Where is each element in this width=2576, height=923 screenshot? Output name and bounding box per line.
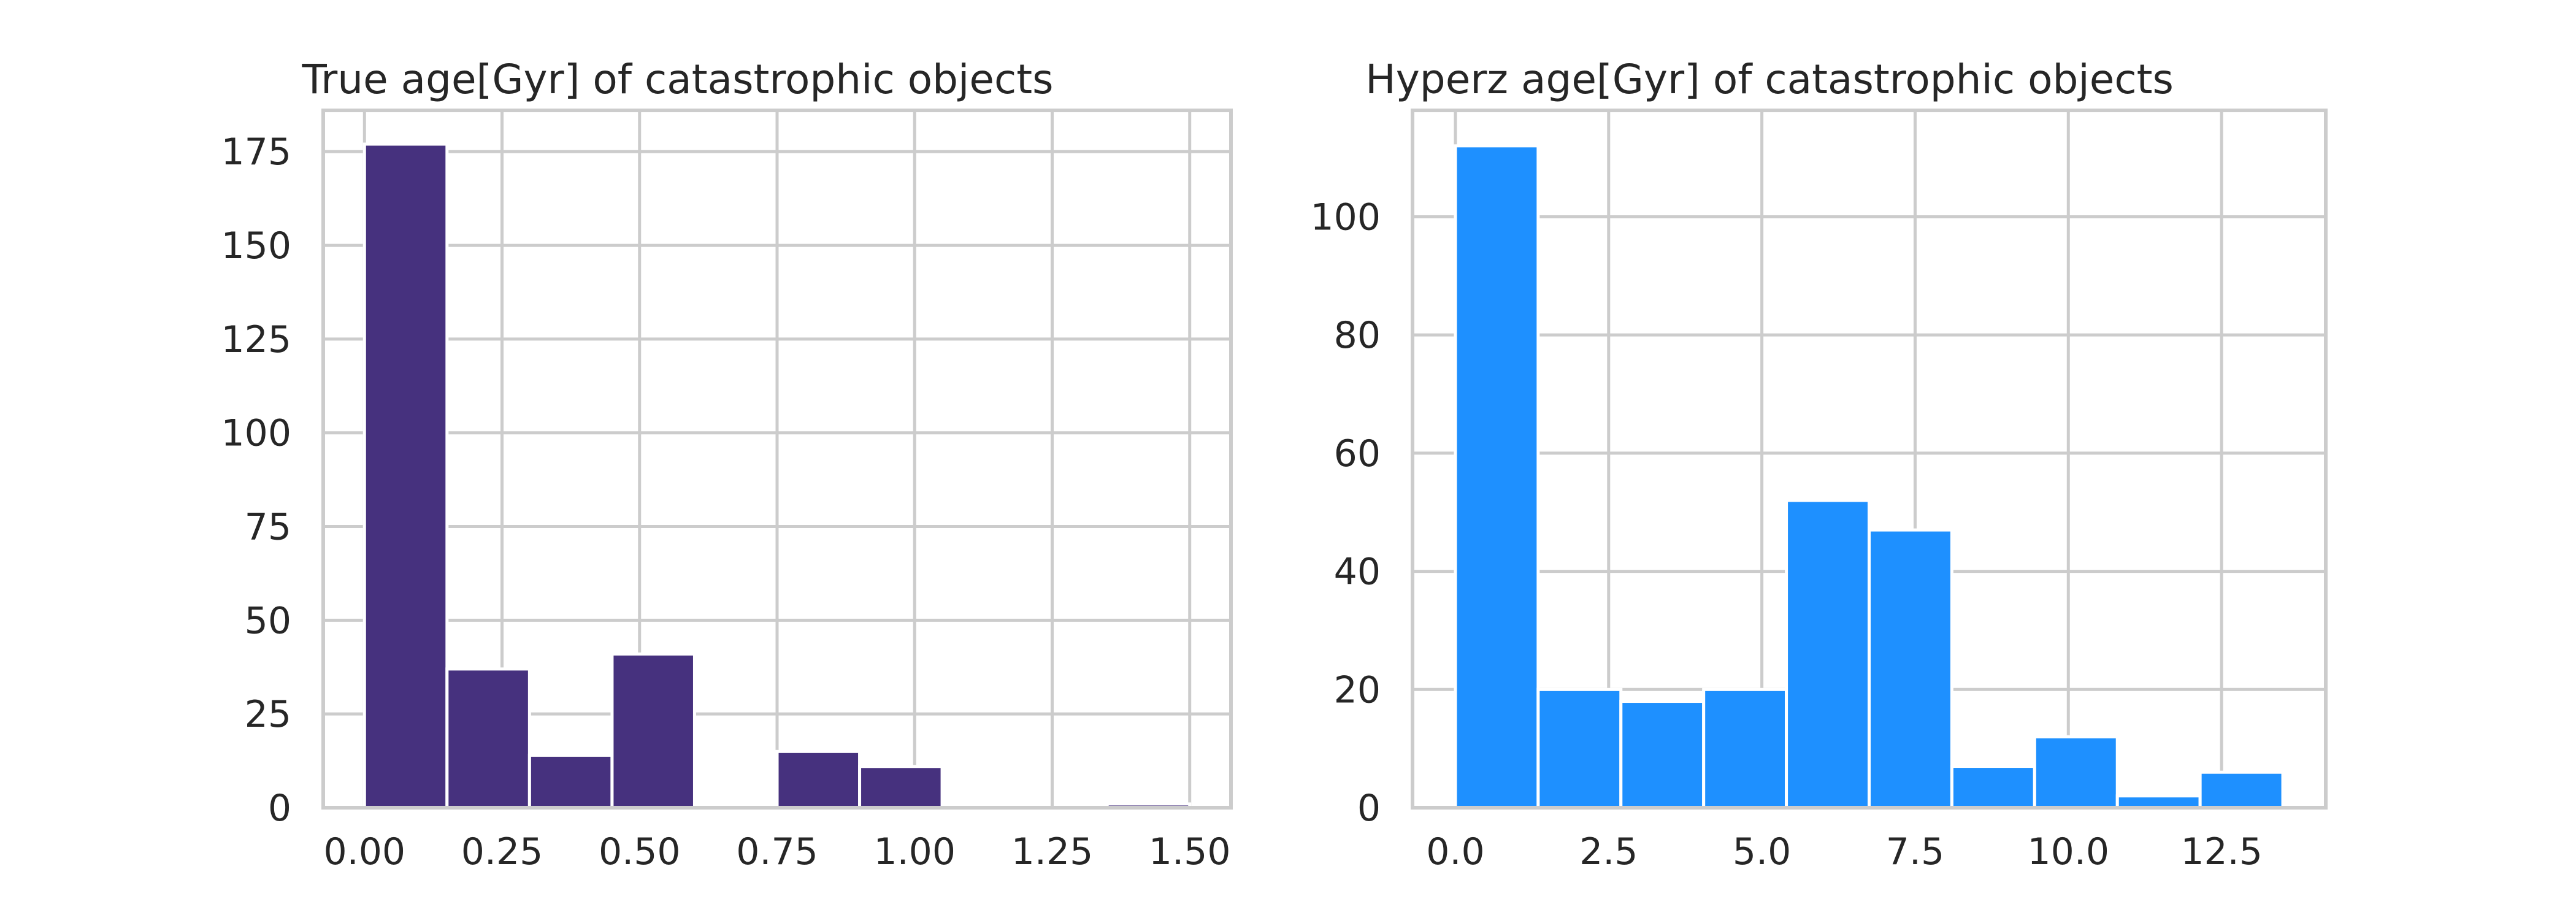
bar-hyperz-age-7 [2033, 735, 2119, 810]
chart-title-hyperz-age: Hyperz age[Gyr] of catastrophic objects [1365, 56, 2174, 103]
bars-hyperz-age [1454, 144, 2285, 810]
y-tick-label-true-age-5: 125 [221, 318, 291, 361]
chart-title-true-age: True age[Gyr] of catastrophic objects [302, 56, 1054, 103]
bars-true-age [362, 142, 1192, 810]
bar-hyperz-age-4 [1785, 499, 1871, 810]
y-tick-label-hyperz-age-5: 100 [1310, 196, 1381, 239]
bar-hyperz-age-5 [1868, 528, 1953, 810]
x-tick-label-hyperz-age-5: 12.5 [2180, 830, 2263, 873]
bar-hyperz-age-3 [1702, 687, 1788, 810]
y-tick-label-hyperz-age-3: 60 [1334, 432, 1381, 475]
y-tick-label-hyperz-age-0: 0 [1357, 787, 1381, 830]
bar-hyperz-age-0 [1454, 144, 1540, 810]
bar-true-age-2 [527, 753, 614, 810]
y-tick-label-true-age-2: 50 [245, 599, 291, 642]
x-tick-label-true-age-4: 1.00 [873, 830, 956, 873]
x-tick-label-true-age-1: 0.25 [461, 830, 543, 873]
y-tick-label-true-age-4: 100 [221, 412, 291, 455]
bar-true-age-1 [445, 667, 531, 810]
y-tick-label-hyperz-age-2: 40 [1334, 551, 1381, 594]
bar-true-age-0 [362, 142, 449, 810]
x-tick-label-hyperz-age-2: 5.0 [1733, 830, 1791, 873]
x-tick-label-hyperz-age-3: 7.5 [1886, 830, 1944, 873]
y-tick-label-true-age-3: 75 [245, 506, 291, 549]
x-tick-label-true-age-0: 0.00 [323, 830, 405, 873]
y-tick-label-true-age-0: 0 [268, 787, 291, 830]
panel-true-age: True age[Gyr] of catastrophic objects 0.… [221, 56, 1233, 873]
bar-true-age-6 [858, 765, 944, 810]
x-tick-label-hyperz-age-4: 10.0 [2027, 830, 2109, 873]
bar-hyperz-age-1 [1536, 687, 1623, 810]
panel-hyperz-age: Hyperz age[Gyr] of catastrophic objects … [1310, 56, 2328, 873]
y-tick-label-true-age-1: 25 [245, 693, 291, 736]
y-tick-label-hyperz-age-1: 20 [1334, 668, 1381, 711]
bar-true-age-5 [775, 749, 862, 810]
x-tick-label-true-age-5: 1.25 [1011, 830, 1094, 873]
x-tick-label-true-age-2: 0.50 [599, 830, 681, 873]
bar-hyperz-age-9 [2198, 770, 2285, 810]
y-tick-label-true-age-6: 150 [221, 224, 291, 267]
y-tick-label-hyperz-age-4: 80 [1334, 314, 1381, 357]
bar-true-age-3 [610, 652, 696, 810]
plot-frame-true-age [321, 109, 1233, 810]
x-tick-label-hyperz-age-1: 2.5 [1579, 830, 1638, 873]
bar-hyperz-age-2 [1619, 700, 1706, 810]
x-tick-label-hyperz-age-0: 0.0 [1426, 830, 1484, 873]
x-tick-label-true-age-3: 0.75 [736, 830, 818, 873]
gridlines-true-age [323, 110, 1231, 810]
x-tick-label-true-age-6: 1.50 [1149, 830, 1231, 873]
y-tick-label-true-age-7: 175 [221, 131, 291, 174]
plot-frame-hyperz-age [1411, 109, 2328, 810]
bar-hyperz-age-6 [1950, 765, 2036, 810]
